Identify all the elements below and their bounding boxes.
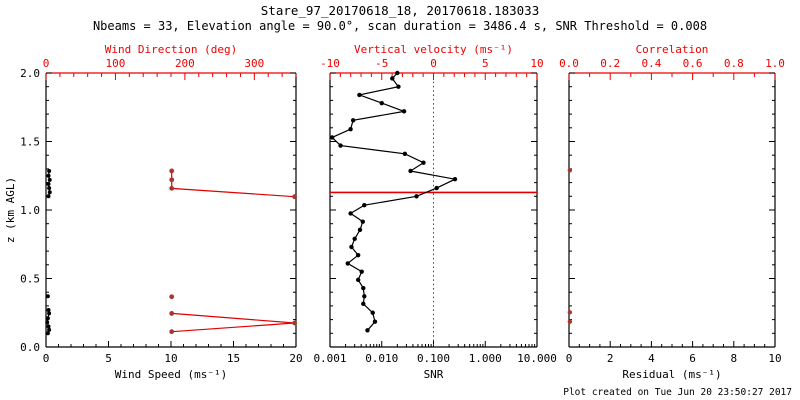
svg-text:1.000: 1.000 — [469, 352, 502, 365]
svg-text:1.0: 1.0 — [20, 204, 40, 217]
svg-text:0.010: 0.010 — [365, 352, 398, 365]
svg-text:2: 2 — [607, 352, 614, 365]
svg-text:0.2: 0.2 — [600, 57, 620, 70]
svg-text:300: 300 — [244, 57, 264, 70]
svg-text:0.6: 0.6 — [683, 57, 703, 70]
series-correlation-points — [567, 168, 573, 324]
svg-text:Vertical velocity (ms⁻¹): Vertical velocity (ms⁻¹) — [354, 43, 513, 56]
svg-text:0.5: 0.5 — [20, 273, 40, 286]
svg-text:1.0: 1.0 — [765, 57, 785, 70]
svg-text:2.0: 2.0 — [20, 67, 40, 80]
svg-text:100: 100 — [106, 57, 126, 70]
series-snr-profile — [329, 70, 458, 333]
page-title: Stare_97_20170618_18, 20170618.183033 — [260, 3, 540, 18]
panel-wind-panel: 0 5 10 15 20 Wind Speed (ms⁻¹) 0 100 200 300 Wind … — [20, 43, 303, 381]
svg-text:0: 0 — [43, 352, 50, 365]
svg-text:5: 5 — [105, 352, 112, 365]
svg-text:10: 10 — [768, 352, 781, 365]
svg-text:0.4: 0.4 — [641, 57, 661, 70]
svg-text:-10: -10 — [320, 57, 340, 70]
svg-text:4: 4 — [648, 352, 655, 365]
svg-text:0.001: 0.001 — [313, 352, 346, 365]
svg-text:0.8: 0.8 — [724, 57, 744, 70]
svg-text:15: 15 — [227, 352, 240, 365]
svg-text:0: 0 — [566, 352, 573, 365]
svg-text:0.0: 0.0 — [559, 57, 579, 70]
panel-residual-panel: 0 2 4 6 8 10 Residual (ms⁻¹) 0.0 0.2 0.4 0.6 0.8 1.0… — [559, 43, 785, 381]
svg-text:Wind Speed (ms⁻¹): Wind Speed (ms⁻¹) — [115, 368, 228, 381]
svg-text:SNR: SNR — [424, 368, 444, 381]
svg-text:0: 0 — [43, 57, 50, 70]
svg-text:-5: -5 — [375, 57, 388, 70]
panel-snr-panel: 0.001 0.010 0.100 1.000 10.000 SNR -10 -5 0 5 10 Ve… — [313, 43, 556, 381]
plot-created-timestamp: Plot created on Tue Jun 20 23:50:27 2017 — [563, 387, 792, 398]
series-wind-direction-profile — [169, 168, 298, 335]
svg-text:20: 20 — [289, 352, 302, 365]
svg-text:0: 0 — [430, 57, 437, 70]
svg-text:10: 10 — [164, 352, 177, 365]
svg-text:10: 10 — [530, 57, 543, 70]
svg-text:5: 5 — [482, 57, 489, 70]
page-subtitle: Nbeams = 33, Elevation angle = 90.0°, sc… — [92, 19, 708, 33]
svg-text:0.100: 0.100 — [417, 352, 450, 365]
y-axis-title: z (km AGL) — [4, 177, 17, 243]
svg-text:6: 6 — [689, 352, 696, 365]
svg-text:Wind Direction (deg): Wind Direction (deg) — [105, 43, 237, 56]
series-wind-speed-profile — [45, 168, 52, 336]
svg-text:8: 8 — [730, 352, 737, 365]
svg-text:200: 200 — [175, 57, 195, 70]
svg-text:10.000: 10.000 — [517, 352, 557, 365]
svg-text:1.5: 1.5 — [20, 136, 40, 149]
svg-text:z (km AGL): z (km AGL) — [4, 177, 17, 243]
svg-text:Residual (ms⁻¹): Residual (ms⁻¹) — [622, 368, 721, 381]
svg-text:Correlation: Correlation — [636, 43, 709, 56]
svg-text:0.0: 0.0 — [20, 341, 40, 354]
